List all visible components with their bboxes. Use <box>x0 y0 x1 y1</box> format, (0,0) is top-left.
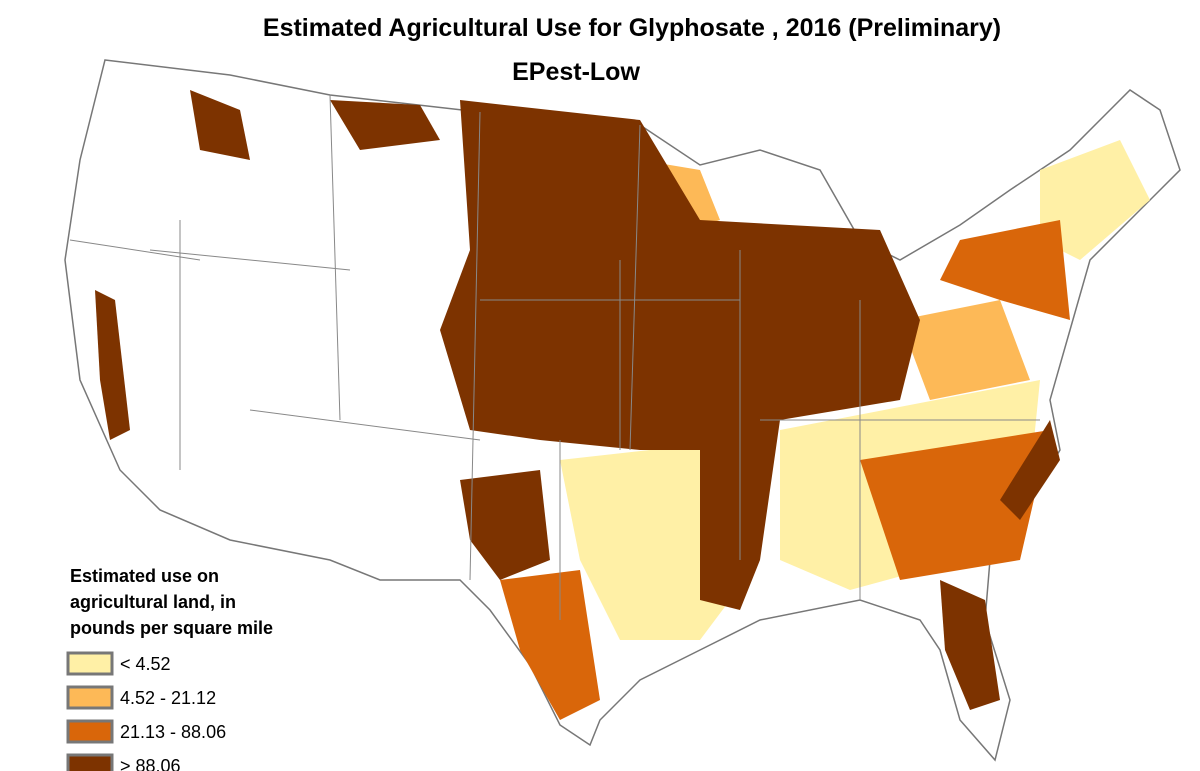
legend-label: > 88.06 <box>120 756 181 771</box>
legend-title: pounds per square mile <box>70 618 273 638</box>
usage-area <box>1040 140 1150 260</box>
legend-label: 21.13 - 88.06 <box>120 722 226 742</box>
state-borders <box>69 94 1040 620</box>
usage-area <box>900 300 1030 400</box>
usage-area <box>940 220 1070 320</box>
usage-area <box>460 470 550 580</box>
map-title: Estimated Agricultural Use for Glyphosat… <box>263 14 1001 42</box>
legend-label: 4.52 - 21.12 <box>120 688 216 708</box>
legend-label: < 4.52 <box>120 654 171 674</box>
map-subtitle: EPest-Low <box>512 58 640 86</box>
legend: Estimated use on agricultural land, in pou… <box>66 566 273 771</box>
legend-title: Estimated use on <box>70 566 219 586</box>
legend-title: agricultural land, in <box>70 592 236 612</box>
legend-swatch <box>66 651 114 676</box>
usage-area <box>860 430 1050 580</box>
usage-area <box>1000 420 1060 520</box>
legend-swatch <box>66 719 114 744</box>
usage-area <box>940 580 1000 710</box>
usage-areas <box>95 90 1150 720</box>
usage-area <box>440 100 920 610</box>
legend-swatch <box>66 685 114 710</box>
usage-area <box>330 100 440 150</box>
legend-swatch <box>66 753 114 771</box>
usage-area <box>95 290 130 440</box>
usage-area <box>500 570 600 720</box>
usage-area <box>190 90 250 160</box>
